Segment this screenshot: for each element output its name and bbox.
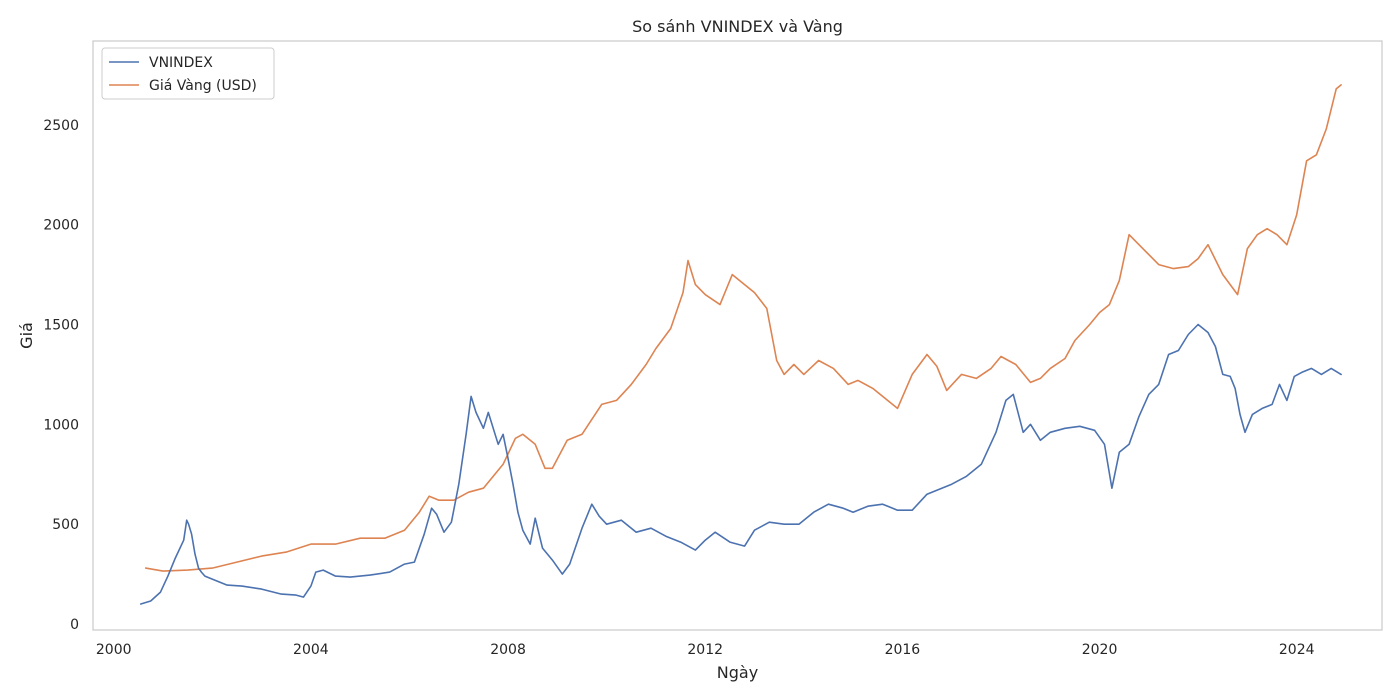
x-tick-label: 2004 [293,642,329,658]
x-tick-label: 2012 [687,642,723,658]
y-tick-label: 1500 [43,318,79,334]
y-tick-label: 1000 [43,417,79,433]
x-tick-label: 2000 [96,642,132,658]
y-tick-label: 500 [52,517,79,533]
y-axis-ticks: 0 500 1000 1500 2000 2500 [43,118,79,633]
x-axis-ticks: 2000 2004 2008 2012 2016 2020 2024 [96,642,1315,658]
legend: VNINDEX Giá Vàng (USD) [101,47,275,100]
legend-entry-vnindex: VNINDEX [149,55,213,71]
series-line-gold [144,84,1342,572]
y-tick-label: 2000 [43,218,79,234]
y-axis-label: Giá [17,322,36,349]
x-tick-label: 2016 [885,642,921,658]
y-tick-label: 2500 [43,118,79,134]
series-lines [140,84,1342,605]
y-tick-label: 0 [70,617,79,633]
legend-entry-gold: Giá Vàng (USD) [149,78,257,94]
x-tick-label: 2024 [1279,642,1315,658]
chart-title: So sánh VNINDEX và Vàng [632,17,843,36]
x-tick-label: 2008 [490,642,526,658]
legend-box [101,47,275,100]
x-axis-label: Ngày [717,663,758,682]
plot-area-frame [92,40,1383,631]
x-tick-label: 2020 [1082,642,1118,658]
series-line-vnindex [140,323,1342,605]
